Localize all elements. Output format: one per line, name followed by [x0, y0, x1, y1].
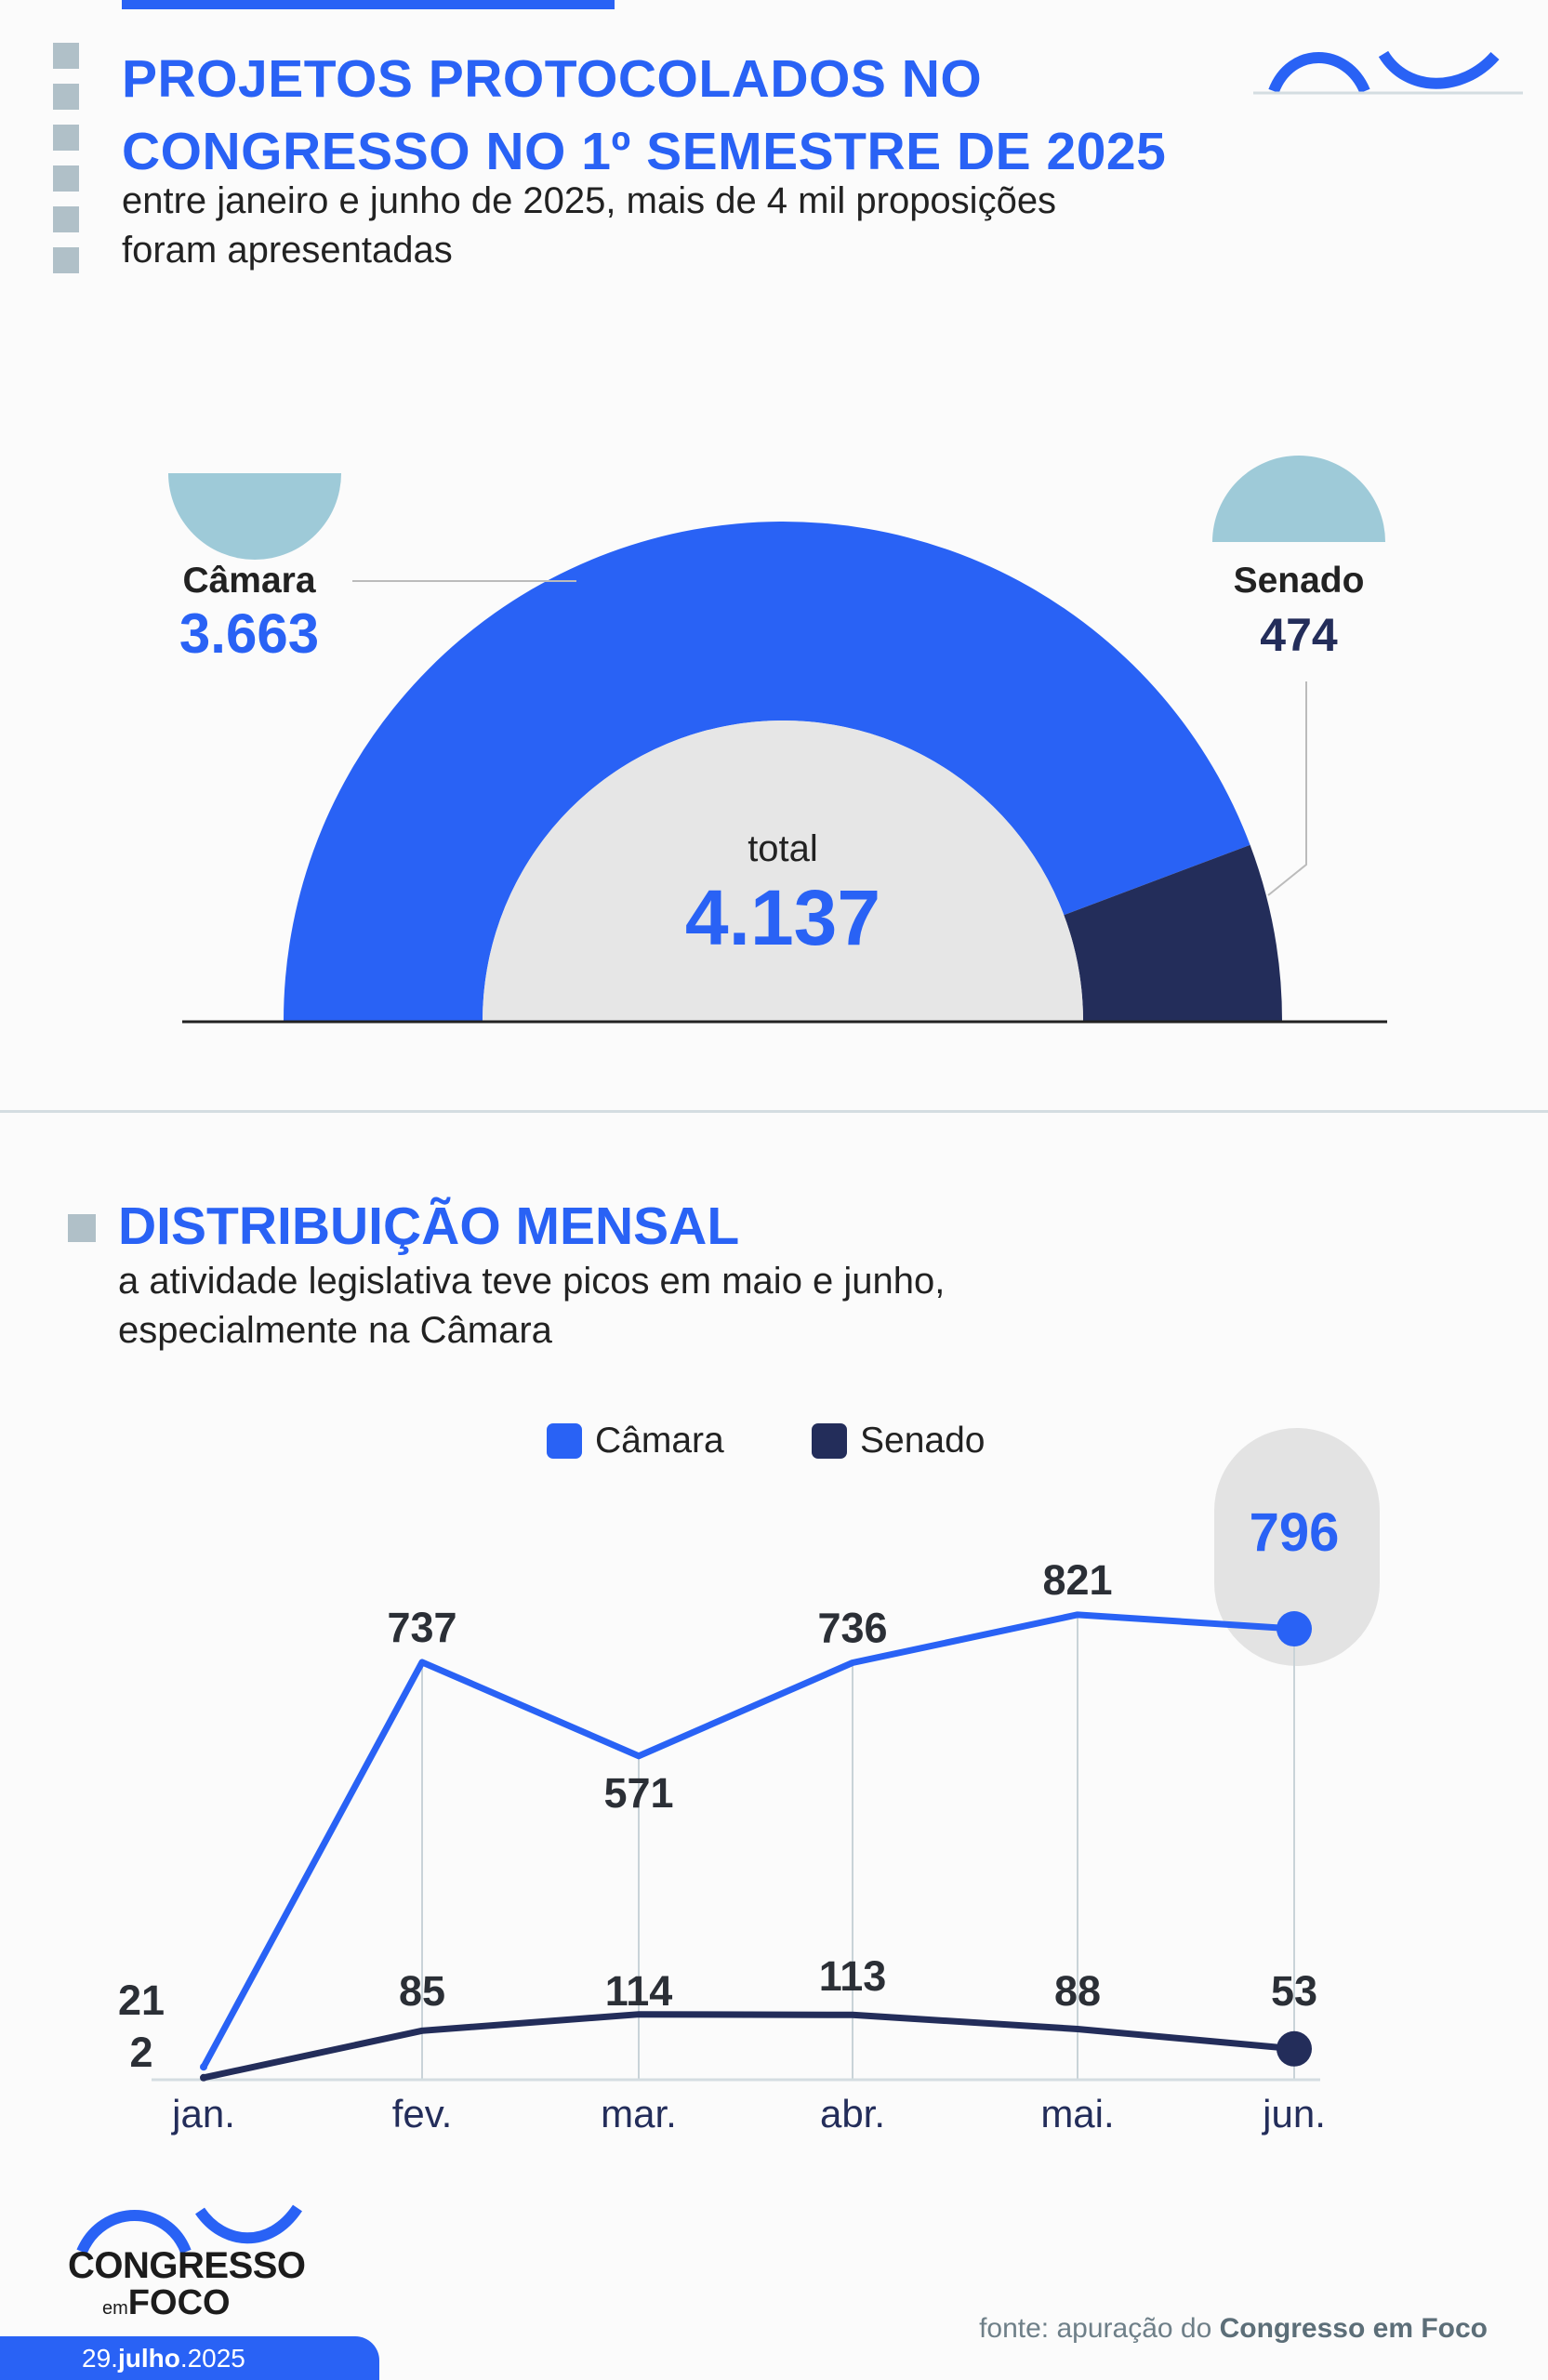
- total-value: 4.137: [685, 874, 880, 961]
- camara-label: Câmara: [182, 561, 315, 601]
- senado-value: 474: [1260, 609, 1338, 661]
- data-label-camara: 571: [603, 1769, 673, 1817]
- data-label-camara: 796: [1250, 1502, 1340, 1563]
- section-subtitle: a atividade legislativa teve picos em ma…: [118, 1261, 946, 1351]
- x-tick-label: jun.: [1261, 2092, 1326, 2135]
- section-square-icon: [68, 1214, 96, 1242]
- monthly-line-chart: jan. fev. mar. abr. mai. jun. 21 737 571 736 821 79…: [118, 1428, 1380, 2135]
- date-badge: 29. julho .2025: [0, 2336, 379, 2380]
- series-line-camara: [200, 1611, 1295, 2069]
- data-point-camara: [1277, 1611, 1312, 1647]
- total-label: total: [748, 828, 818, 869]
- x-tick-label: abr.: [820, 2092, 885, 2135]
- top-accent-bar: [122, 0, 615, 9]
- header-logo-icon: [1253, 50, 1523, 95]
- data-label-senado: 53: [1271, 1967, 1317, 2015]
- donut-slice-senado: [1064, 844, 1282, 1021]
- footer-logo-icon: [76, 2204, 302, 2254]
- footer-logo-subtext: emFOCO: [102, 2283, 231, 2322]
- highlight-pill: [1214, 1428, 1380, 1666]
- page-title: PROJETOS PROTOCOLADOS NO CONGRESSO NO 1º …: [122, 49, 1167, 181]
- legend-camara: Câmara: [547, 1421, 724, 1461]
- page-subtitle: entre janeiro e junho de 2025, mais de 4…: [122, 180, 1057, 271]
- series-line-senado: [203, 2011, 1295, 2082]
- legend-swatch-senado: [812, 1423, 847, 1459]
- legend-swatch-camara: [547, 1423, 582, 1459]
- data-point-senado: [1277, 2030, 1312, 2067]
- donut-slice-camara: [284, 522, 1250, 1021]
- data-label-camara: 737: [387, 1604, 456, 1651]
- data-label-camara: 821: [1042, 1556, 1112, 1604]
- data-label-senado: 88: [1054, 1967, 1101, 2015]
- donut-center-fill: [483, 721, 1083, 1021]
- data-point-camara: [200, 2063, 207, 2071]
- data-label-senado: 114: [605, 1967, 673, 2015]
- data-label-senado: 85: [399, 1967, 445, 2015]
- data-label-senado: 113: [819, 1952, 887, 2000]
- x-tick-label: fev.: [392, 2092, 453, 2135]
- x-tick-label: mar.: [601, 2092, 677, 2135]
- camara-value: 3.663: [179, 602, 319, 665]
- senado-accent-semicircle: [1212, 456, 1385, 542]
- section-title: DISTRIBUIÇÃO MENSAL: [118, 1197, 740, 1256]
- data-point-senado: [200, 2073, 207, 2082]
- source-note: fonte: apuração do Congresso em Foco: [979, 2313, 1488, 2344]
- x-tick-label: mai.: [1040, 2092, 1114, 2135]
- legend-senado: Senado: [812, 1421, 985, 1461]
- data-label-senado: 2: [129, 2029, 152, 2076]
- half-donut-chart: Câmara 3.663 Senado 474 total 4.137: [168, 456, 1387, 1024]
- data-label-camara: 736: [817, 1605, 887, 1652]
- x-tick-label: jan.: [170, 2092, 235, 2135]
- camara-accent-semicircle: [168, 473, 341, 560]
- section-divider: [0, 1110, 1548, 1113]
- senado-leader-line: [1267, 681, 1307, 896]
- footer-logo-text: CONGRESSO: [68, 2245, 306, 2286]
- data-label-camara: 21: [118, 1977, 165, 2024]
- senado-label: Senado: [1234, 561, 1365, 601]
